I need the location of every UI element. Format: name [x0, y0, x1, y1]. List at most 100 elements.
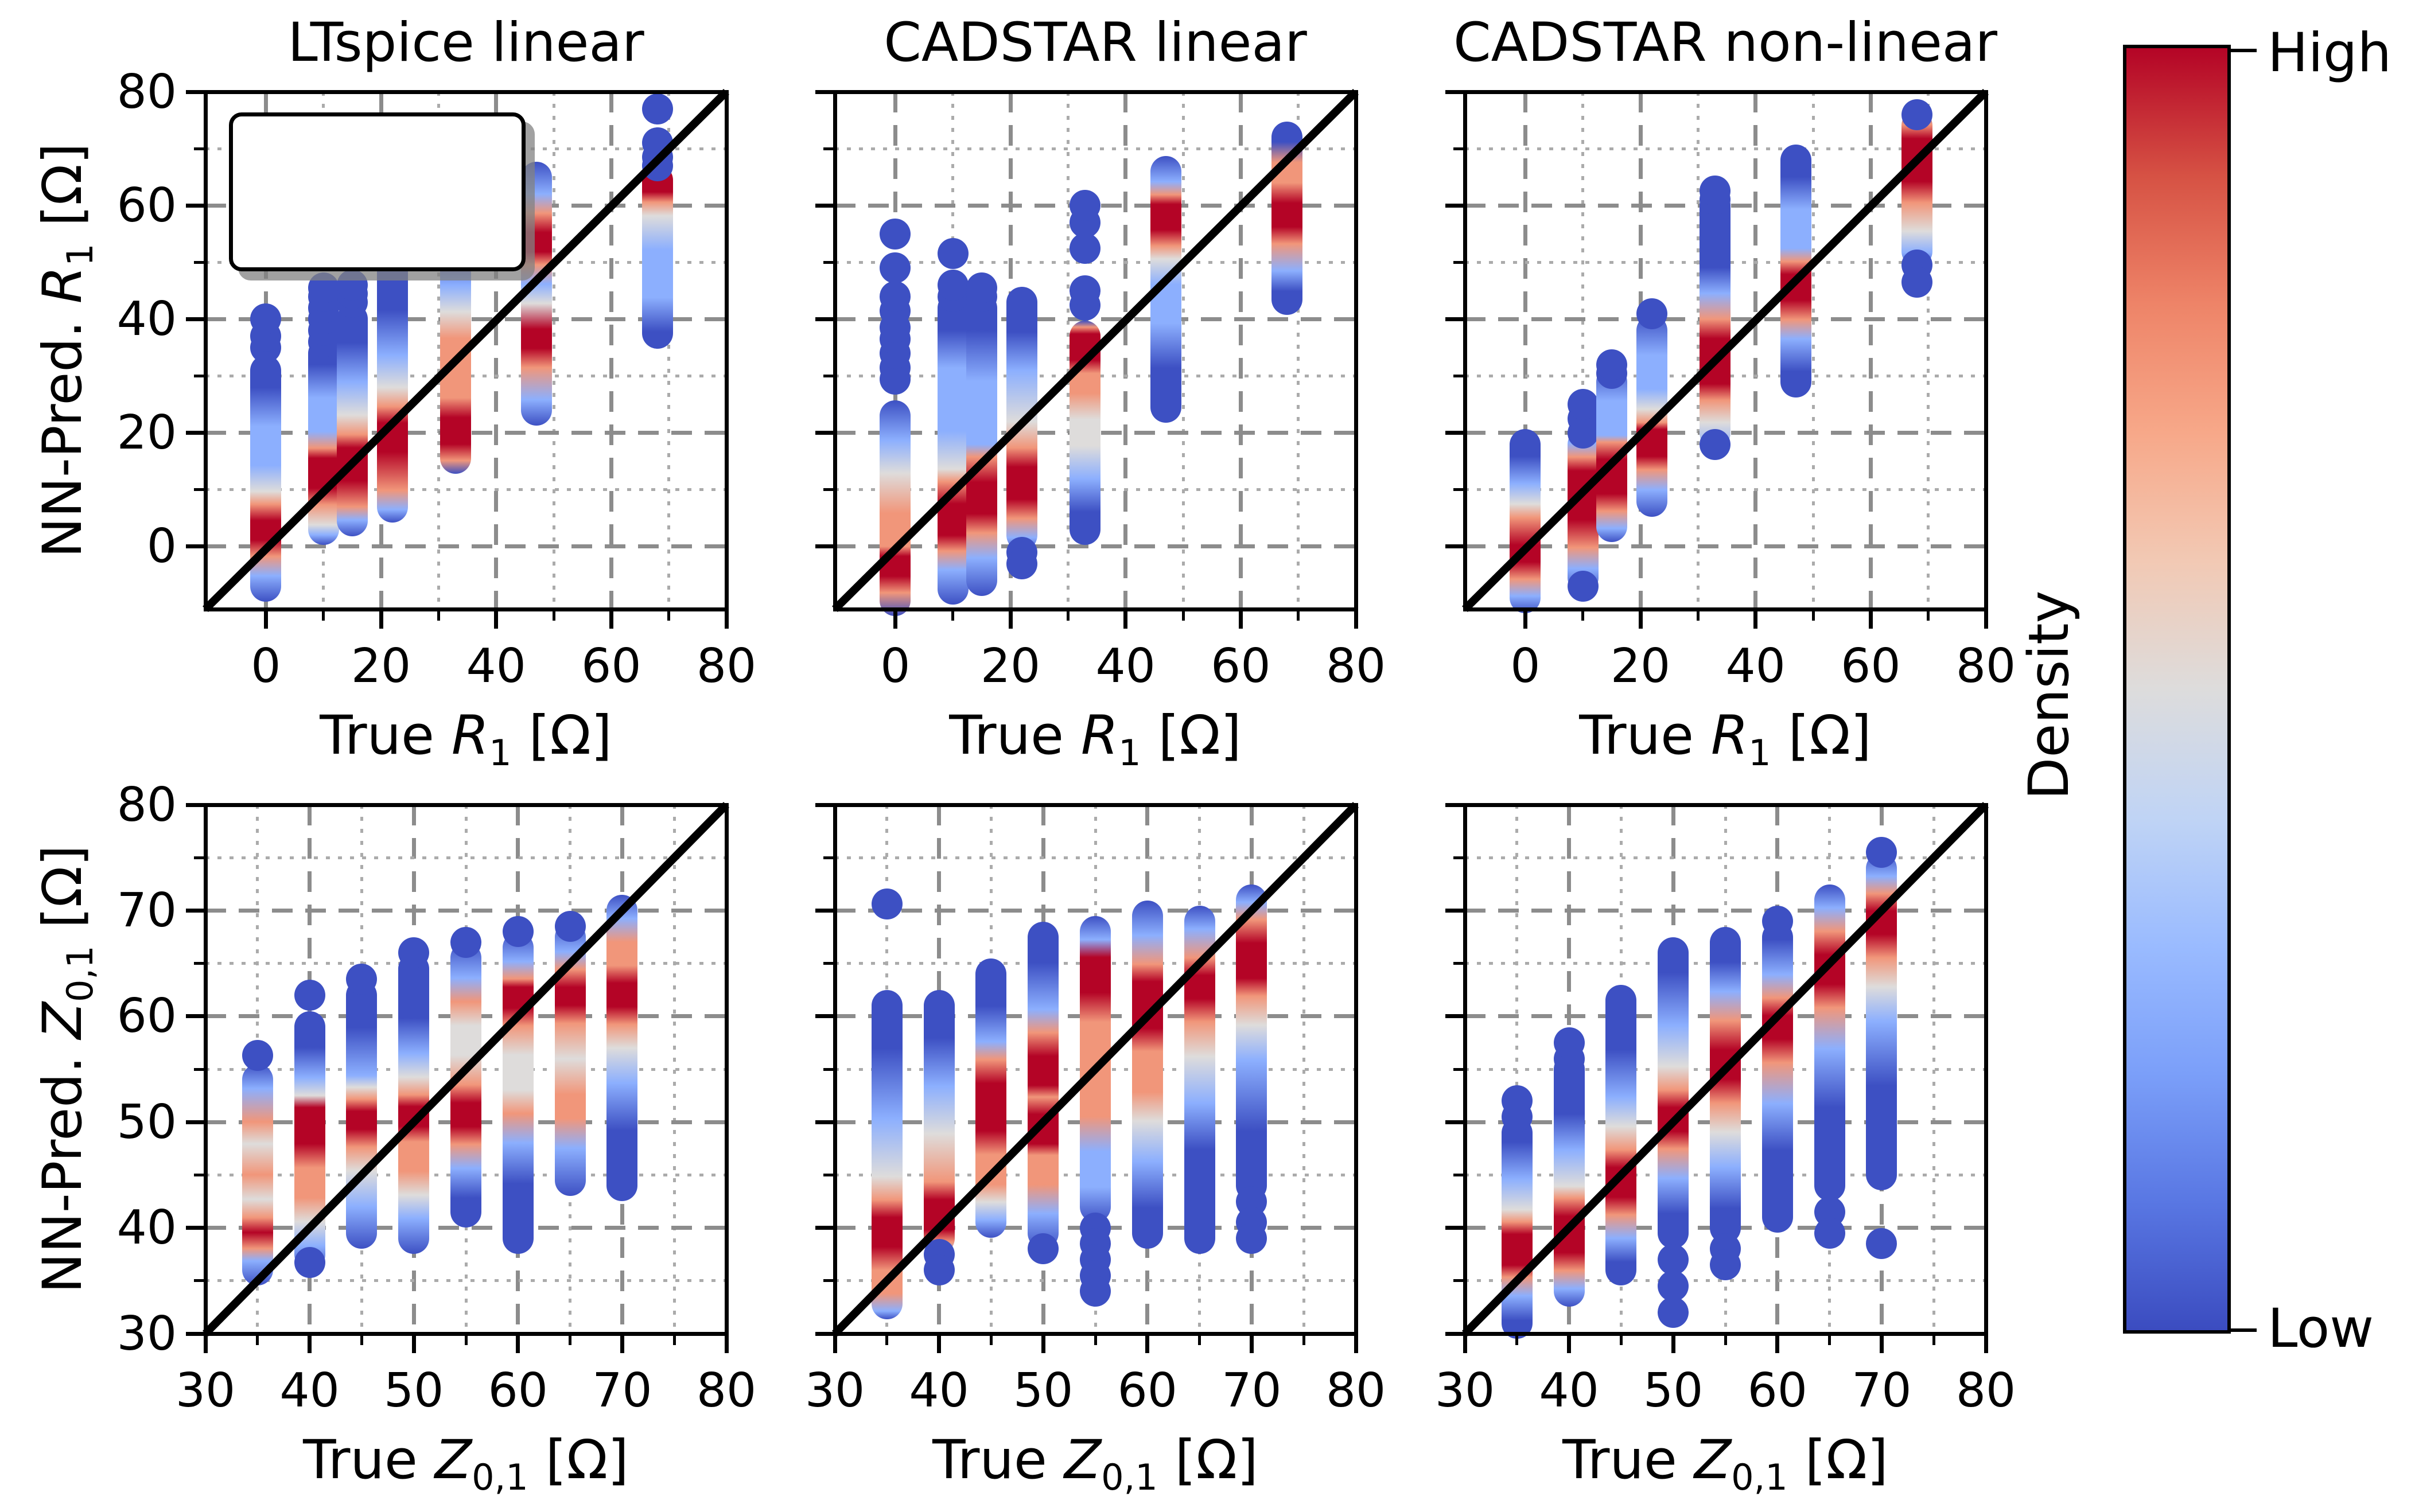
data-point [641, 93, 673, 124]
gridline-y-minor [205, 856, 726, 859]
y-axis-minor-tick [194, 488, 205, 492]
data-strip [880, 400, 911, 617]
x-axis-label-ltspice-linear-r1: True R1 [Ω] [320, 704, 612, 774]
y-axis-tick [1445, 908, 1465, 913]
legend [229, 112, 526, 271]
data-point [1236, 1223, 1267, 1254]
data-point [880, 280, 911, 312]
x-axis-minor-tick [1181, 609, 1185, 621]
data-point [880, 218, 911, 250]
x-axis-tick [724, 1334, 729, 1353]
data-point [1700, 176, 1731, 207]
y-axis-minor-tick [823, 147, 835, 150]
y-axis-minor-tick [194, 1279, 205, 1283]
y-axis-minor-tick [1453, 1279, 1465, 1283]
y-tick-label: 80 [116, 64, 177, 119]
data-point [398, 937, 430, 969]
y-axis-tick [815, 908, 835, 913]
gridline-x-minor [552, 92, 555, 609]
x-tick-label: 30 [175, 1363, 236, 1418]
x-axis-tick [411, 1334, 416, 1353]
y-axis-tick [815, 1331, 835, 1336]
x-tick-label: 70 [592, 1363, 652, 1418]
data-point [966, 272, 997, 303]
y-tick-label: 80 [116, 777, 177, 832]
gridline-y-minor [835, 260, 1356, 264]
gridline-y-major [835, 908, 1356, 913]
x-axis-minor-tick [989, 1334, 993, 1345]
x-axis-tick [1671, 1334, 1675, 1353]
data-point [871, 889, 903, 920]
y-axis-minor-tick [823, 1067, 835, 1071]
x-axis-minor-tick [1932, 1334, 1935, 1345]
y-axis-tick [186, 544, 205, 549]
y-axis-minor-tick [194, 856, 205, 859]
y-axis-tick [186, 1120, 205, 1124]
x-tick-label: 20 [1610, 639, 1671, 693]
data-point [294, 979, 325, 1011]
data-point [1814, 1217, 1845, 1249]
x-tick-label: 40 [1539, 1363, 1599, 1418]
data-point [294, 1247, 325, 1279]
y-axis-tick [1445, 1226, 1465, 1230]
data-strip [336, 303, 368, 537]
gridline-x-major [1868, 92, 1873, 609]
y-axis-minor-tick [194, 260, 205, 264]
identity-line [1462, 802, 1989, 1336]
x-axis-tick [203, 1334, 208, 1353]
plot-title-ltspice-linear-r1: LTspice linear [287, 11, 644, 74]
gridline-y-minor [205, 1279, 726, 1283]
x-tick-label: 60 [1211, 639, 1271, 693]
x-tick-label: 80 [696, 1363, 757, 1418]
y-axis-tick [1445, 1014, 1465, 1019]
x-tick-label: 70 [1222, 1363, 1282, 1418]
x-axis-tick [379, 609, 383, 629]
data-point [346, 964, 378, 995]
data-point [308, 272, 339, 303]
gridline-x-major [1753, 92, 1758, 609]
x-tick-label: 60 [488, 1363, 548, 1418]
y-axis-minor-tick [194, 147, 205, 150]
colorbar-low-label: Low [2268, 1297, 2374, 1360]
data-point [1567, 571, 1599, 602]
y-axis-minor-tick [194, 1067, 205, 1071]
gridline-y-major [1465, 544, 1986, 549]
data-point [923, 1254, 955, 1286]
data-strip [1510, 428, 1541, 614]
colorbar [2123, 45, 2231, 1334]
identity-line [203, 802, 729, 1336]
data-point [502, 916, 534, 948]
x-axis-label-cadstar-nonlinear-z01: True Z0,1 [Ω] [1562, 1429, 1888, 1498]
data-strip [641, 164, 673, 349]
data-point [242, 1040, 273, 1071]
y-axis-minor-tick [823, 1173, 835, 1176]
x-tick-label: 50 [1643, 1363, 1704, 1418]
identity-line [203, 89, 729, 612]
x-axis-tick [1868, 609, 1873, 629]
x-axis-minor-tick [437, 609, 440, 621]
data-strip [502, 932, 534, 1254]
x-tick-label: 20 [980, 639, 1041, 693]
x-axis-minor-tick [1927, 609, 1930, 621]
data-point [1901, 99, 1932, 130]
x-tick-label: 50 [384, 1363, 444, 1418]
y-axis-tick [815, 203, 835, 208]
gridline-x-minor [1181, 92, 1185, 609]
x-tick-label: 30 [1434, 1363, 1495, 1418]
y-axis-tick [1445, 802, 1465, 807]
x-tick-label: 0 [880, 639, 911, 693]
data-point [1553, 1027, 1585, 1058]
x-tick-label: 60 [581, 639, 641, 693]
y-axis-minor-tick [1453, 147, 1465, 150]
x-axis-minor-tick [1619, 1334, 1623, 1345]
y-axis-label-ltspice-linear-r1: NN-Pred. R1 [Ω] [32, 143, 101, 558]
x-tick-label: 80 [1325, 639, 1386, 693]
y-axis-minor-tick [194, 962, 205, 965]
colorbar-low-tick [2231, 1328, 2257, 1332]
identity-line [832, 802, 1359, 1336]
x-axis-tick [1567, 1334, 1572, 1353]
gridline-x-major [1523, 92, 1527, 609]
data-strip [1501, 1117, 1533, 1339]
x-axis-minor-tick [1302, 1334, 1305, 1345]
data-strip [242, 1064, 273, 1286]
